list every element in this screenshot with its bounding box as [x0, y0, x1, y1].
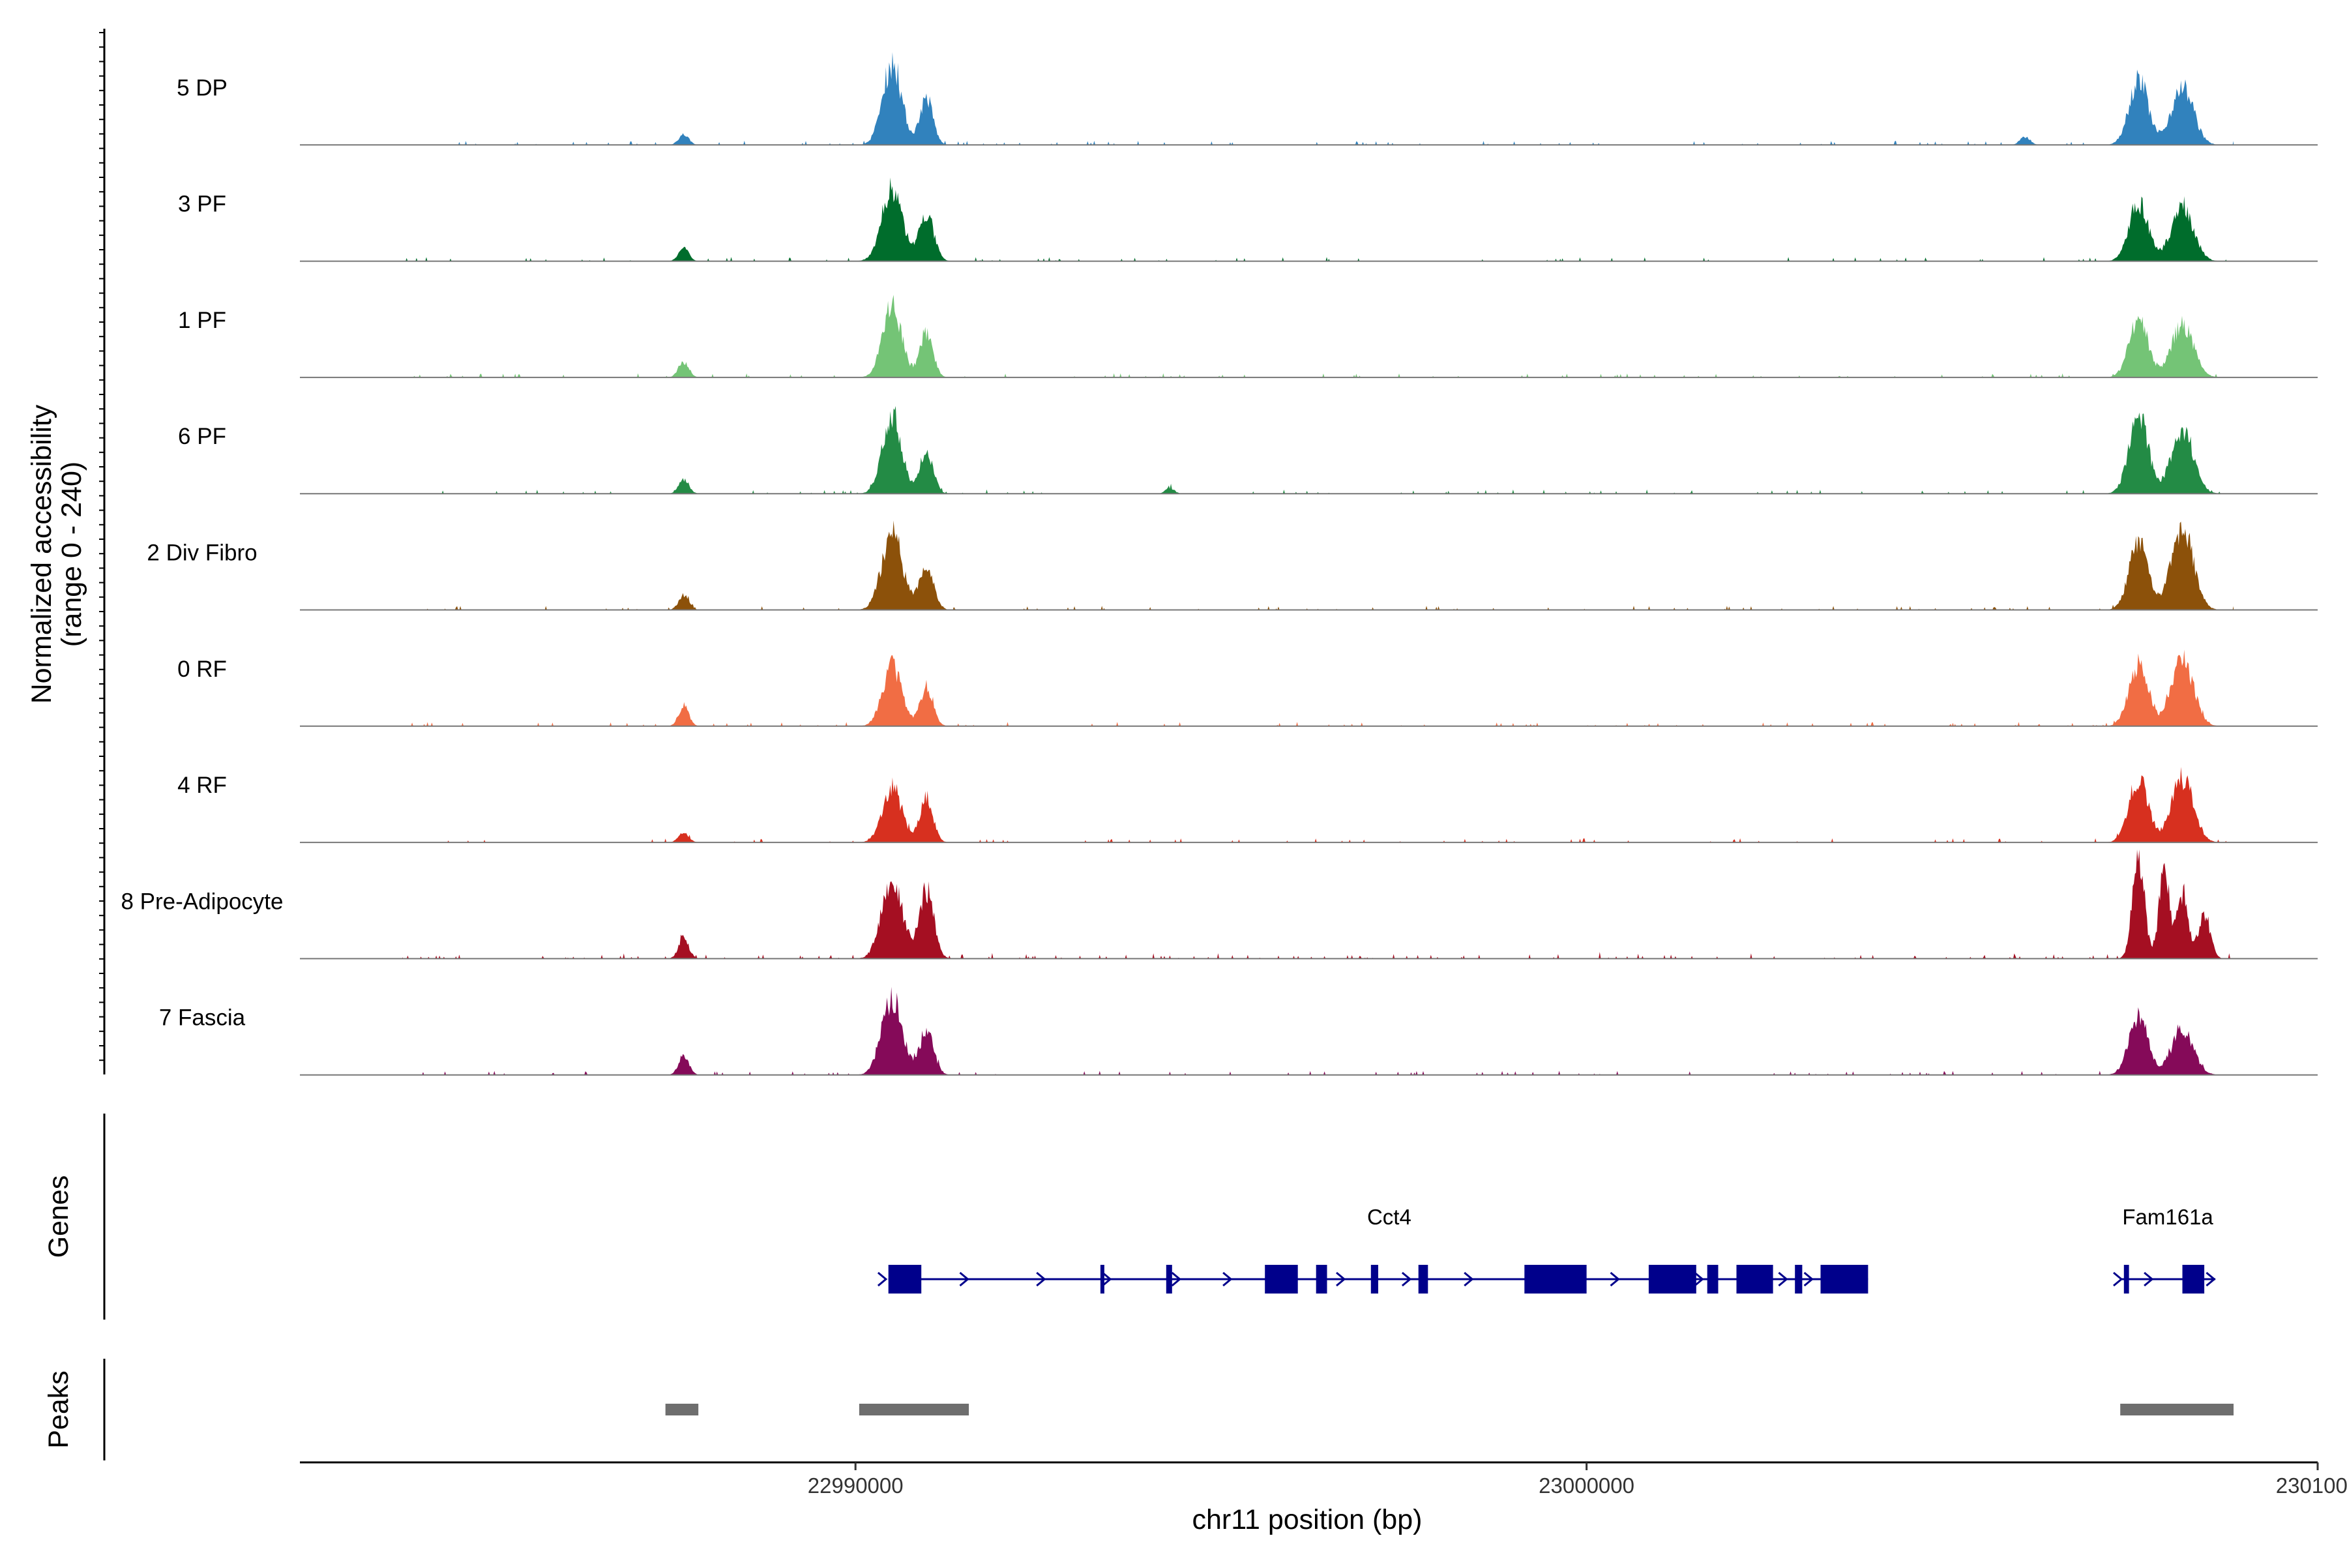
coverage-area [402, 767, 2234, 843]
strand-arrow [1222, 1271, 1233, 1287]
track-label: 8 Pre-Adipocyte [121, 889, 283, 914]
coverage-track: 0 RF [177, 649, 2318, 727]
gene-exon [1524, 1265, 1587, 1294]
track-label: 4 RF [177, 773, 227, 798]
peaks-track-title: Peaks [43, 1370, 74, 1449]
strand-arrow [1464, 1271, 1474, 1287]
peak-region-bar [859, 1404, 969, 1415]
strand-arrow [959, 1271, 969, 1287]
gene-model: Cct4 [877, 1205, 1868, 1294]
coverage-area [402, 520, 2234, 610]
peak-region-track [665, 1404, 2234, 1415]
gene-exon [2123, 1265, 2129, 1294]
coverage-track: 1 PF [178, 295, 2318, 378]
strand-arrow [1036, 1271, 1046, 1287]
coverage-track: 6 PF [178, 406, 2318, 495]
gene-exon [1370, 1265, 1378, 1294]
gene-exon [888, 1265, 922, 1294]
track-label: 3 PF [178, 192, 226, 217]
strand-arrow [1401, 1271, 1412, 1287]
peak-region-bar [2120, 1404, 2234, 1415]
track-label: 5 DP [177, 75, 228, 100]
gene-exon [2182, 1265, 2205, 1294]
coverage-track: 5 DP [177, 52, 2318, 146]
strand-arrow [1555, 1271, 1565, 1287]
strand-arrow [1610, 1271, 1620, 1287]
genes-track-title: Genes [43, 1176, 74, 1258]
gene-model: Fam161a [2113, 1205, 2216, 1294]
strand-arrow [1778, 1271, 1788, 1287]
gene-exon [1265, 1265, 1298, 1294]
gene-label: Fam161a [2122, 1205, 2213, 1229]
coverage-area [402, 986, 2234, 1075]
strand-arrow [2206, 1271, 2216, 1287]
coverage-track: 8 Pre-Adipocyte [121, 850, 2318, 960]
strand-arrow [1171, 1271, 1182, 1287]
coverage-track: 7 Fascia [159, 986, 2318, 1076]
gene-exon [1648, 1265, 1696, 1294]
coverage-track: 3 PF [178, 177, 2318, 262]
strand-arrow [1803, 1271, 1814, 1287]
x-axis-title: chr11 position (bp) [1192, 1504, 1423, 1535]
gene-exon [1166, 1265, 1172, 1294]
coverage-area [402, 406, 2234, 494]
coverage-area [402, 649, 2234, 726]
x-tick-label: 2301000 [2276, 1473, 2347, 1498]
coverage-area [402, 850, 2234, 959]
coverage-area [402, 177, 2234, 261]
accessibility-axis-ticks [99, 32, 104, 1061]
strand-arrow [1694, 1271, 1704, 1287]
coverage-track: 4 RF [177, 767, 2318, 844]
track-label: 1 PF [178, 308, 226, 333]
y-axis-title-line1: Normalized accessibility [26, 404, 57, 703]
gene-label: Cct4 [1367, 1205, 1411, 1229]
track-label: 7 Fascia [159, 1005, 246, 1031]
gene-exon [1316, 1265, 1327, 1294]
x-tick-label: 22990000 [808, 1473, 904, 1498]
x-axis-ticks: 22990000 23000000 2301000 [808, 1462, 2347, 1498]
gene-exon [1820, 1265, 1868, 1294]
strand-arrow [1102, 1271, 1112, 1287]
track-label: 0 RF [177, 657, 227, 682]
coverage-area [402, 52, 2234, 145]
coverage-track: 2 Div Fibro [147, 520, 2318, 611]
peak-region-bar [665, 1404, 699, 1415]
coverage-tracks: 5 DP 3 PF 1 PF 6 PF 2 Div Fibro 0 RF 4 RF 8 Pre… [121, 52, 2318, 1076]
x-tick-label: 23000000 [1539, 1473, 1634, 1498]
track-label: 6 PF [178, 424, 226, 449]
gene-exon [1736, 1265, 1773, 1294]
strand-arrow [2144, 1271, 2154, 1287]
coverage-area [402, 295, 2234, 377]
gene-exon [1100, 1265, 1104, 1294]
gene-exon [1707, 1265, 1719, 1294]
strand-arrow [1336, 1271, 1346, 1287]
track-label: 2 Div Fibro [147, 540, 257, 566]
gene-exon [1418, 1265, 1428, 1294]
strand-arrow [2113, 1271, 2123, 1287]
strand-arrow [877, 1271, 888, 1287]
gene-annotation-track: Cct4 Fam161a [877, 1205, 2216, 1294]
gene-exon [1795, 1265, 1803, 1294]
y-axis-title-line2: (range 0 - 240) [56, 462, 87, 647]
